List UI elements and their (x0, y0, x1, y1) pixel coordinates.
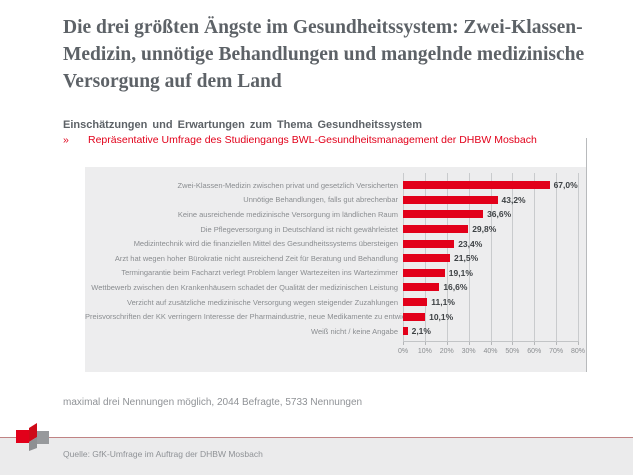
gridline (468, 173, 470, 341)
bar-value: 21,5% (454, 253, 479, 264)
axis-tick (403, 341, 404, 345)
bullet-row: » Repräsentative Umfrage des Studiengang… (63, 134, 537, 146)
chart-row: Preisvorschriften der KK verringern Inte… (85, 309, 586, 324)
axis-tick (424, 341, 426, 345)
bar (403, 327, 408, 336)
chart-row: Unnötige Behandlungen, falls gut abreche… (85, 193, 586, 208)
footer-bar: Quelle: GfK-Umfrage im Auftrag der DHBW … (0, 438, 633, 475)
bar-track: 2,1% (403, 326, 578, 337)
bar (403, 254, 451, 263)
bar (403, 225, 469, 234)
bar-value: 67,0% (553, 180, 578, 191)
bar-value: 23,4% (458, 238, 483, 249)
chart-row: Wettbewerb zwischen den Krankenhäusern s… (85, 280, 586, 295)
dhbw-logo-icon (14, 420, 50, 457)
bar-value: 16,6% (443, 282, 468, 293)
axis-tick-label: 70% (549, 348, 564, 355)
chart-row: Medizintechnik wird die finanziellen Mit… (85, 236, 586, 251)
chart-row: Die Pflegeversorgung in Deutschland ist … (85, 222, 586, 237)
bar-label: Verzicht auf zusätzliche medizinische Ve… (127, 297, 398, 307)
bullet-marker-icon: » (63, 134, 69, 146)
axis-tick (556, 341, 558, 345)
bar-value: 2,1% (411, 326, 431, 337)
axis-tick (578, 341, 579, 345)
gridline (490, 173, 492, 341)
bar-value: 43,2% (501, 194, 526, 205)
bullet-text: Repräsentative Umfrage des Studiengangs … (88, 134, 537, 146)
bar-label: Weiß nicht / keine Angabe (311, 326, 398, 336)
bar-track: 11,1% (403, 297, 578, 308)
bar (403, 298, 428, 307)
chart-row: Arzt hat wegen hoher Bürokratie nicht au… (85, 251, 586, 266)
axis-tick-label: 40% (483, 348, 498, 355)
bar-track: 23,4% (403, 238, 578, 249)
axis-tick-label: 0% (397, 348, 409, 355)
bar-label: Die Pflegeversorgung in Deutschland ist … (200, 224, 398, 234)
bar-track: 10,1% (403, 311, 578, 322)
bar-label: Unnötige Behandlungen, falls gut abreche… (243, 195, 398, 205)
bar-value: 10,1% (429, 311, 454, 322)
bar-label: Termingarantie beim Facharzt verlegt Pro… (121, 268, 398, 278)
axis-tick-label: 30% (461, 348, 476, 355)
bar (403, 268, 445, 277)
source-text: Quelle: GfK-Umfrage im Auftrag der DHBW … (63, 449, 263, 459)
axis-tick-label: 50% (505, 348, 520, 355)
chart-row: Termingarantie beim Facharzt verlegt Pro… (85, 266, 586, 281)
bar-track: 67,0% (403, 180, 578, 191)
bar-value: 36,6% (487, 209, 512, 220)
content-right-border (586, 138, 587, 372)
bar-value: 19,1% (448, 267, 473, 278)
chart-row: Weiß nicht / keine Angabe 2,1% (85, 324, 586, 339)
slide-subtitle: Einschätzungen und Erwartungen zum Thema… (63, 119, 423, 131)
gridline (578, 173, 579, 341)
axis-tick (512, 341, 514, 345)
bar-track: 16,6% (403, 282, 578, 293)
bar-label: Wettbewerb zwischen den Krankenhäusern s… (91, 282, 398, 292)
bar-value: 11,1% (431, 297, 455, 308)
x-axis-line (403, 341, 579, 342)
bar (403, 312, 426, 321)
bar-label: Arzt hat wegen hoher Bürokratie nicht au… (114, 253, 398, 263)
bar-chart: 0% 10% 20% 30% 40% 50% 60% 70% 80% Zwei-Klassen-… (85, 167, 586, 372)
bar (403, 239, 455, 248)
axis-tick-label: 10% (417, 348, 432, 355)
gridline (534, 173, 536, 341)
page-title: Die drei größten Ängste im Gesundheitssy… (63, 17, 585, 92)
bar-track: 19,1% (403, 267, 578, 278)
bar-label: Preisvorschriften der KK verringern Inte… (85, 312, 420, 322)
axis-tick-label: 20% (439, 348, 454, 355)
bar (403, 181, 550, 190)
gridline (512, 173, 514, 341)
bar (403, 195, 498, 204)
chart-row: Keine ausreichende medizinische Versorgu… (85, 207, 586, 222)
axis-tick (534, 341, 536, 345)
footer-divider-line (0, 437, 633, 438)
chart-row: Verzicht auf zusätzliche medizinische Ve… (85, 295, 586, 310)
bar-label: Zwei-Klassen-Medizin zwischen privat und… (177, 180, 398, 190)
axis-tick-label: 60% (527, 348, 542, 355)
axis-tick (490, 341, 492, 345)
bar-label: Keine ausreichende medizinische Versorgu… (177, 209, 398, 219)
axis-tick-label: 80% (570, 348, 586, 355)
bar (403, 283, 440, 292)
footnote: maximal drei Nennungen möglich, 2044 Bef… (63, 397, 363, 408)
chart-row: Zwei-Klassen-Medizin zwischen privat und… (85, 178, 586, 193)
bar-value: 29,8% (472, 224, 497, 235)
chart-rows: Zwei-Klassen-Medizin zwischen privat und… (85, 178, 586, 339)
bar-track: 36,6% (403, 209, 578, 220)
bar-track: 21,5% (403, 253, 578, 264)
gridline (556, 173, 558, 341)
axis-tick (446, 341, 448, 345)
axis-tick (468, 341, 470, 345)
bar-track: 29,8% (403, 224, 578, 235)
bar (403, 210, 484, 219)
bar-label: Medizintechnik wird die finanziellen Mit… (133, 239, 398, 249)
bar-track: 43,2% (403, 194, 578, 205)
